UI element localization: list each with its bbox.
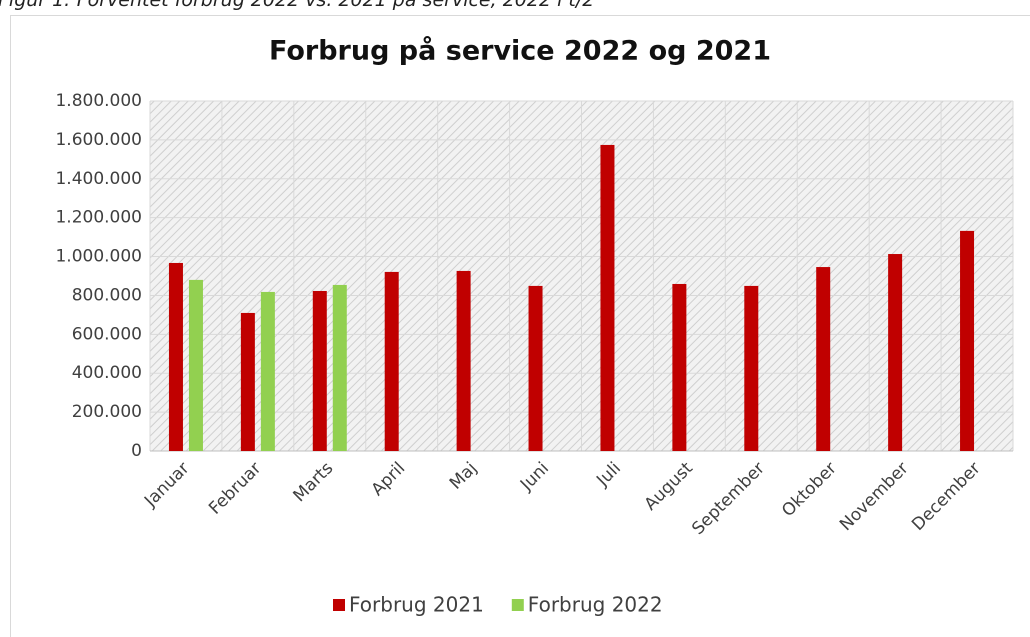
bar	[240, 312, 255, 451]
caption: Figur 1: Forventet forbrug 2022 vs. 2021…	[0, 0, 594, 11]
bar	[188, 279, 203, 451]
bar	[168, 262, 183, 451]
bar	[960, 230, 975, 451]
bar	[672, 283, 687, 451]
legend-label: Forbrug 2021	[349, 593, 484, 617]
y-tick-label: 1.200.000	[55, 208, 142, 228]
bar	[816, 267, 831, 451]
bar	[384, 271, 399, 451]
chart-title: Forbrug på service 2022 og 2021	[269, 35, 771, 67]
y-tick-label: 600.000	[72, 324, 142, 344]
y-tick-label: 400.000	[72, 363, 142, 383]
bar	[332, 284, 347, 451]
y-tick-label: 200.000	[72, 402, 142, 422]
bar	[528, 285, 543, 451]
legend-swatch	[511, 599, 524, 611]
y-tick-label: 0	[131, 441, 142, 461]
y-tick-label: 1.800.000	[55, 91, 142, 111]
y-tick-label: 1.000.000	[55, 247, 142, 267]
bar	[744, 285, 759, 451]
bar	[260, 291, 275, 451]
y-tick-label: 1.600.000	[55, 130, 142, 150]
bar	[600, 144, 615, 451]
bar	[888, 254, 903, 451]
bar	[456, 270, 471, 451]
legend-swatch	[333, 599, 345, 611]
bar	[312, 290, 327, 451]
y-tick-label: 1.400.000	[55, 169, 142, 189]
legend-label: Forbrug 2022	[528, 593, 663, 617]
y-tick-label: 800.000	[72, 285, 142, 305]
